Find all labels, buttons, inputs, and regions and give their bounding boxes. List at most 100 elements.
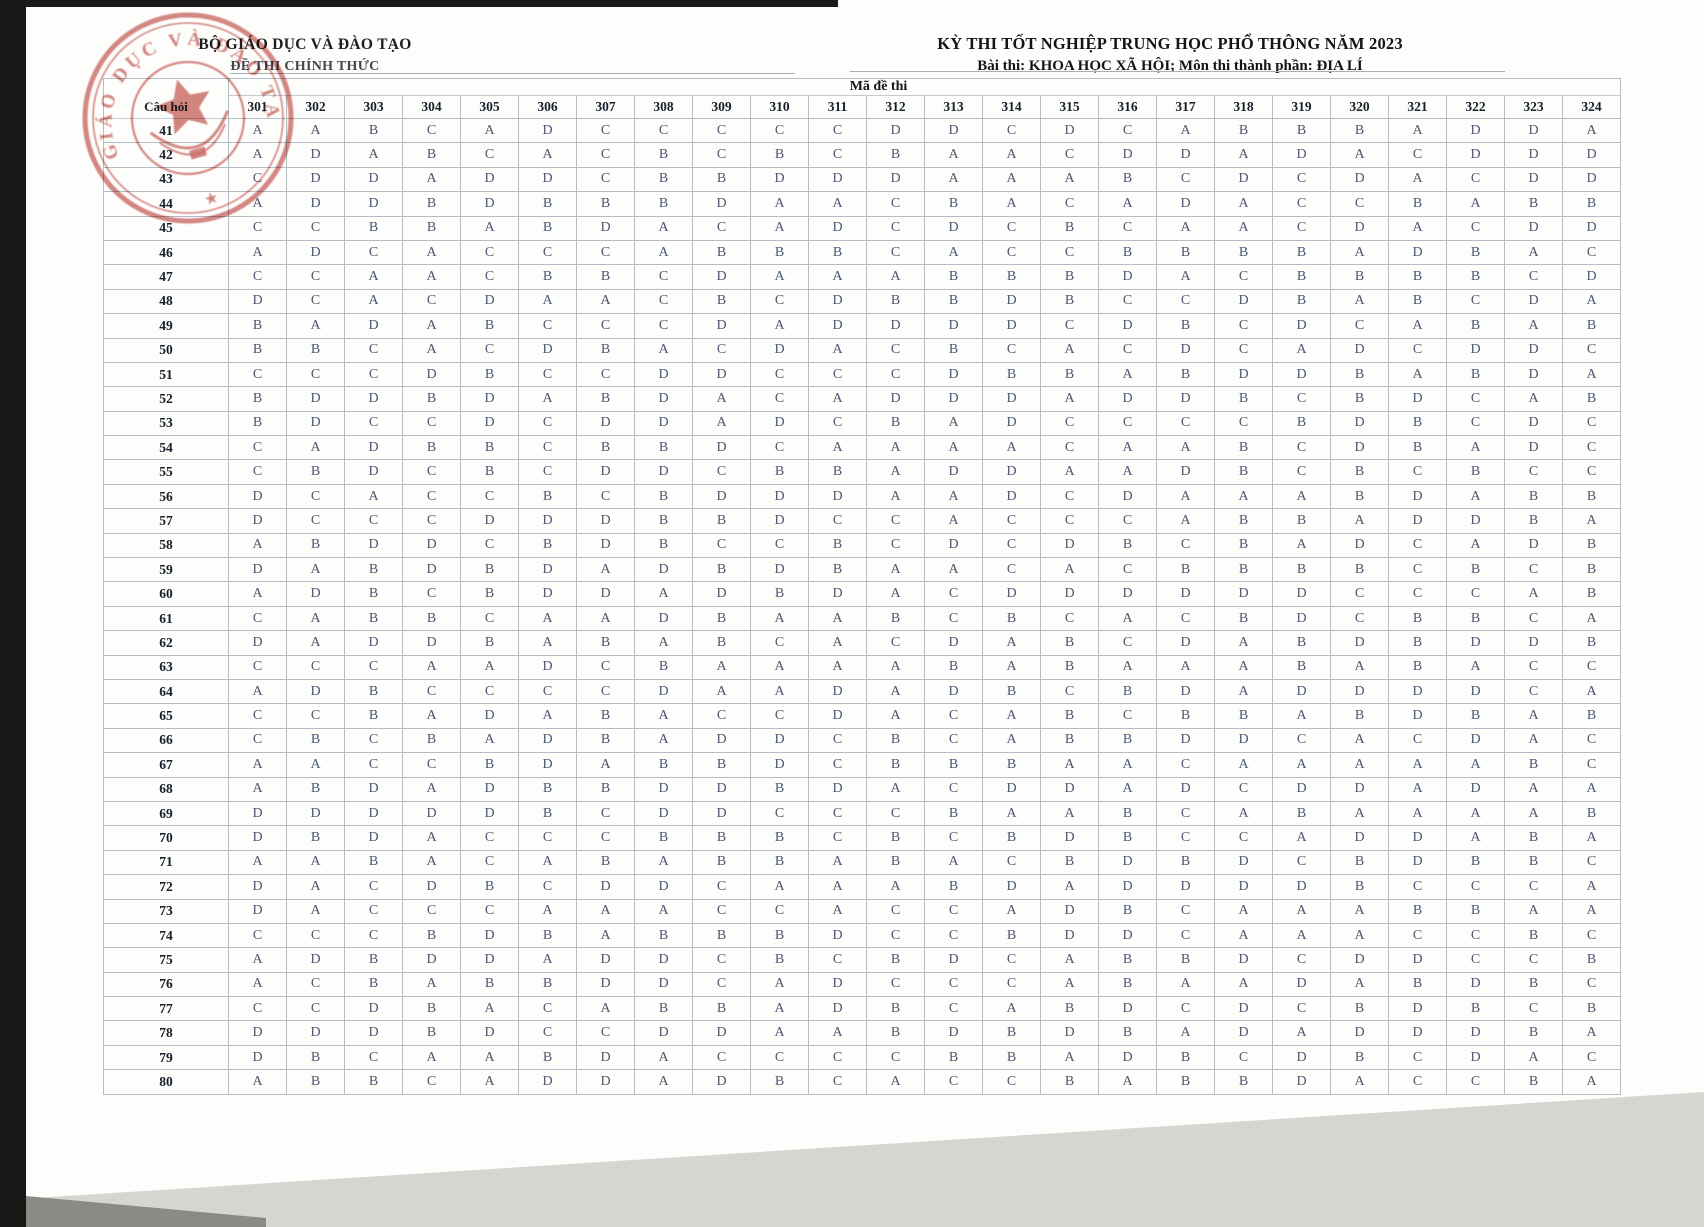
answer-cell: C bbox=[1156, 605, 1215, 632]
answer-cell: A bbox=[1040, 386, 1099, 412]
answer-cell: C bbox=[866, 800, 925, 827]
stamp-arc-text: GIÁO DỤC VÀ ĐÀO TẠO bbox=[45, 0, 287, 180]
answer-cell: B bbox=[1098, 825, 1157, 851]
answer-cell: B bbox=[286, 532, 345, 559]
answer-cell: C bbox=[402, 508, 461, 534]
answer-cell: D bbox=[1446, 1044, 1505, 1071]
answer-cell: D bbox=[692, 727, 751, 754]
answer-cell: B bbox=[866, 825, 925, 851]
answer-cell: C bbox=[460, 849, 519, 876]
answer-cell: A bbox=[750, 996, 809, 1022]
answer-cell: C bbox=[866, 239, 925, 266]
answer-cell: B bbox=[808, 532, 867, 559]
answer-cell: C bbox=[750, 800, 809, 827]
answer-cell: B bbox=[982, 1044, 1041, 1071]
answer-cell: B bbox=[750, 825, 809, 851]
answer-row: 69 D D D D D B C D D C C C B A A B C A B A A A A B bbox=[103, 800, 1621, 827]
question-number: 63 bbox=[103, 654, 229, 680]
answer-cell: B bbox=[924, 191, 983, 217]
answer-cell: A bbox=[634, 630, 693, 656]
answer-cell: D bbox=[460, 191, 519, 217]
answer-cell: D bbox=[518, 1069, 577, 1095]
answer-cell: C bbox=[808, 117, 867, 144]
code-column-header: 323 bbox=[1504, 95, 1563, 119]
question-number: 54 bbox=[103, 435, 229, 461]
answer-cell: C bbox=[402, 752, 461, 778]
answer-cell: B bbox=[866, 605, 925, 632]
answer-cell: C bbox=[228, 996, 287, 1022]
answer-cell: C bbox=[692, 703, 751, 729]
answer-cell: B bbox=[1562, 191, 1621, 217]
answer-cell: C bbox=[1504, 459, 1563, 485]
answer-cell: D bbox=[924, 361, 983, 388]
question-number: 61 bbox=[103, 605, 229, 632]
answer-row: 52 B D D B D A B D A C A D D D A D D B C B D C A B bbox=[103, 386, 1621, 412]
answer-cell: A bbox=[460, 1069, 519, 1095]
answer-cell: D bbox=[982, 410, 1041, 437]
answer-cell: A bbox=[228, 239, 287, 266]
answer-cell: A bbox=[1214, 898, 1273, 924]
answer-cell: A bbox=[1272, 752, 1331, 778]
answer-cell: C bbox=[1156, 898, 1215, 924]
answer-cell: A bbox=[1156, 654, 1215, 680]
answer-cell: C bbox=[344, 361, 403, 388]
answer-cell: D bbox=[924, 947, 983, 973]
answer-cell: B bbox=[1388, 264, 1447, 290]
answer-cell: C bbox=[808, 727, 867, 754]
answer-cell: D bbox=[1156, 459, 1215, 485]
answer-cell: D bbox=[1562, 166, 1621, 193]
answer-cell: D bbox=[808, 288, 867, 315]
answer-cell: C bbox=[576, 1020, 635, 1046]
answer-cell: C bbox=[1098, 215, 1157, 241]
answer-cell: B bbox=[692, 166, 751, 193]
answer-cell: D bbox=[634, 410, 693, 437]
answer-cell: A bbox=[692, 678, 751, 705]
answer-cell: C bbox=[286, 361, 345, 388]
answer-cell: D bbox=[1330, 1020, 1389, 1046]
answer-cell: C bbox=[402, 483, 461, 510]
answer-cell: B bbox=[1040, 727, 1099, 754]
answer-cell: A bbox=[576, 752, 635, 778]
answer-cell: A bbox=[460, 654, 519, 680]
answer-cell: A bbox=[634, 1044, 693, 1071]
answer-cell: C bbox=[750, 532, 809, 559]
code-header-row: 301 302 303 304 305 306 307 308 309 310 311 312 313 3… bbox=[104, 95, 1621, 119]
answer-cell: A bbox=[982, 800, 1041, 827]
answer-cell: C bbox=[576, 166, 635, 193]
answer-cell: A bbox=[866, 264, 925, 290]
answer-cell: C bbox=[808, 1069, 867, 1095]
answer-cell: D bbox=[344, 630, 403, 656]
answer-cell: A bbox=[402, 825, 461, 851]
code-column-header: 303 bbox=[344, 95, 403, 119]
answer-cell: A bbox=[228, 776, 287, 802]
answer-cell: A bbox=[518, 703, 577, 729]
answer-cell: B bbox=[518, 776, 577, 802]
answer-cell: B bbox=[286, 1069, 345, 1095]
exam-title: KỲ THI TỐT NGHIỆP TRUNG HỌC PHỔ THÔNG NĂ… bbox=[937, 34, 1403, 53]
answer-cell: D bbox=[460, 800, 519, 827]
answer-cell: A bbox=[518, 630, 577, 656]
answer-row: 61 C A B B C A A D B A A B C B C A C B D C B B C A bbox=[103, 605, 1621, 632]
answer-cell: D bbox=[982, 459, 1041, 485]
answer-cell: C bbox=[982, 508, 1041, 534]
answer-cell: A bbox=[982, 435, 1041, 461]
answer-cell: B bbox=[344, 849, 403, 876]
answer-cell: A bbox=[866, 581, 925, 607]
answer-cell: C bbox=[1098, 410, 1157, 437]
answer-cell: D bbox=[1388, 386, 1447, 412]
answer-cell: A bbox=[1156, 117, 1215, 144]
answer-cell: C bbox=[518, 361, 577, 388]
answer-cell: D bbox=[1504, 410, 1563, 437]
answer-cell: B bbox=[344, 117, 403, 144]
answer-cell: C bbox=[1272, 215, 1331, 241]
answer-cell: A bbox=[1098, 654, 1157, 680]
answer-cell: D bbox=[634, 800, 693, 827]
answer-cell: D bbox=[750, 410, 809, 437]
answer-cell: B bbox=[808, 459, 867, 485]
answer-cell: C bbox=[692, 117, 751, 144]
answer-cell: B bbox=[518, 264, 577, 290]
answer-cell: B bbox=[1272, 800, 1331, 827]
answer-cell: D bbox=[982, 313, 1041, 339]
answer-cell: B bbox=[1156, 361, 1215, 388]
code-column-header: 318 bbox=[1214, 95, 1273, 119]
